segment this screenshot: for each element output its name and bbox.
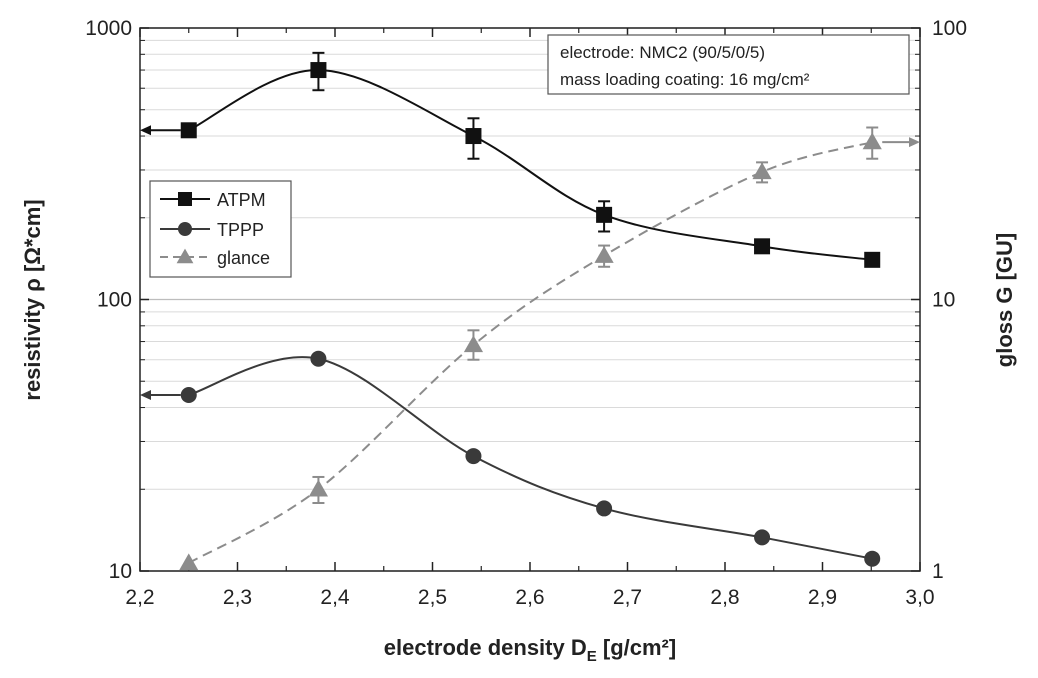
data-point-atpm [180,122,197,139]
legend: ATPM TPPP glance [149,180,292,278]
annotation-frame [547,34,910,95]
annotation-line-2: mass loading coating: 16 mg/cm² [560,70,810,89]
y2-tick-label: 100 [932,17,967,40]
y2-axis-title: gloss G [GU] [992,233,1017,367]
data-point-tppp [180,386,197,403]
axis-arrow-head [909,137,920,148]
y2-tick-label: 10 [932,289,955,312]
series-line-glance [188,141,873,564]
data-point-tppp [754,529,771,546]
legend-marker-tppp [178,222,192,236]
y-tick-label: 10 [109,560,132,583]
data-point-atpm [754,238,771,255]
data-point-tppp [596,500,613,517]
data-point-atpm [864,251,881,268]
annotation-line-1: electrode: NMC2 (90/5/0/5) [560,43,765,62]
axis-ticks: 2,2 2,3 2,4 2,5 2,6 2,7 2,8 2,9 3,0 10 100 1000 1 10 1… [85,17,967,609]
data-point-glance [862,132,882,150]
series-tppp [180,350,881,567]
data-point-atpm [310,62,327,79]
data-point-glance [752,162,772,180]
data-point-glance [308,479,329,497]
legend-label-tppp: TPPP [217,220,264,240]
legend-label-atpm: ATPM [217,190,266,210]
series-glance [179,126,882,571]
y-axis-title: resistivity ρ [Ω*cm] [20,199,45,400]
data-point-glance [179,553,199,571]
axis-arrow-head [140,125,151,136]
x-tick-label: 2,4 [320,586,350,609]
series-atpm [180,51,881,268]
y2-tick-label: 1 [932,560,944,583]
legend-marker-glance [176,248,194,264]
x-axis-title-subscript: E [587,648,597,665]
x-tick-label: 2,8 [710,586,739,609]
grid-lines [140,27,920,572]
x-axis-title-unit: [g/cm²] [597,635,676,660]
annotation-box: electrode: NMC2 (90/5/0/5) mass loading … [547,34,910,95]
series-line-tppp [188,356,873,560]
x-tick-label: 2,5 [418,586,447,609]
data-point-tppp [864,550,881,567]
x-axis-title-main: electrode density D [384,635,587,660]
data-point-atpm [465,128,482,145]
data-point-tppp [310,350,327,367]
x-tick-label: 2,3 [223,586,252,609]
x-axis-title: electrode density DE [g/cm²] [384,635,676,665]
data-point-atpm [596,206,613,223]
x-tick-label: 2,7 [613,586,642,609]
legend-marker-atpm [178,192,192,206]
legend-items [160,192,210,264]
series-layer [179,51,882,571]
x-tick-label: 2,6 [515,586,544,609]
data-point-glance [463,335,484,353]
x-tick-label: 2,2 [125,586,154,609]
y-tick-label: 1000 [85,17,132,40]
data-point-glance [594,246,614,263]
y-tick-label: 100 [97,289,132,312]
legend-label-glance: glance [217,248,270,268]
x-tick-label: 2,9 [808,586,837,609]
x-tick-label: 3,0 [905,586,934,609]
axis-arrows [140,125,920,400]
data-point-tppp [465,448,482,465]
axis-arrow-head [140,389,151,400]
